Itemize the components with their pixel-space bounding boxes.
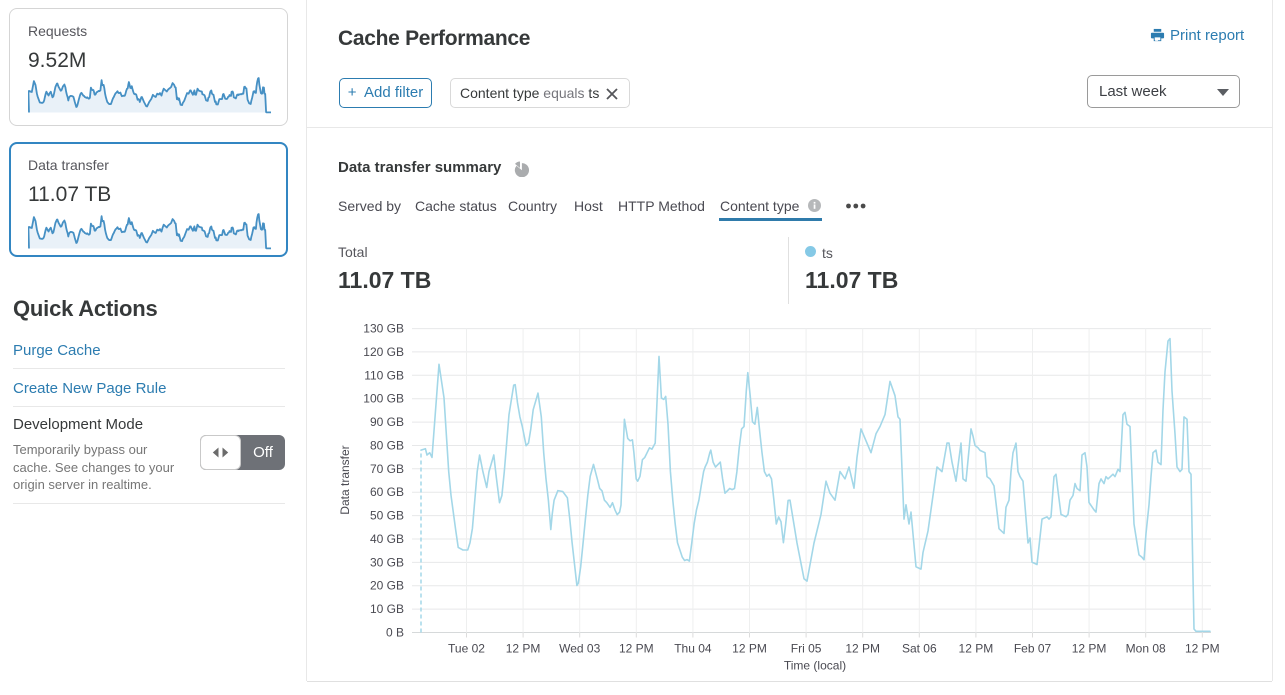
svg-text:80 GB: 80 GB <box>370 439 404 453</box>
svg-text:30 GB: 30 GB <box>370 555 404 569</box>
svg-text:Data transfer: Data transfer <box>338 445 352 514</box>
svg-text:70 GB: 70 GB <box>370 462 404 476</box>
svg-text:Sat 06: Sat 06 <box>902 642 937 656</box>
svg-text:12 PM: 12 PM <box>845 642 880 656</box>
svg-text:Tue 02: Tue 02 <box>448 642 485 656</box>
svg-text:Mon 08: Mon 08 <box>1126 642 1166 656</box>
svg-text:12 PM: 12 PM <box>619 642 654 656</box>
svg-text:0 B: 0 B <box>386 626 404 640</box>
svg-text:12 PM: 12 PM <box>959 642 994 656</box>
svg-text:Wed 03: Wed 03 <box>559 642 600 656</box>
svg-text:12 PM: 12 PM <box>732 642 767 656</box>
svg-text:60 GB: 60 GB <box>370 485 404 499</box>
svg-text:50 GB: 50 GB <box>370 509 404 523</box>
svg-text:130 GB: 130 GB <box>363 322 404 336</box>
svg-text:Feb 07: Feb 07 <box>1014 642 1052 656</box>
svg-text:20 GB: 20 GB <box>370 579 404 593</box>
svg-text:110 GB: 110 GB <box>364 368 404 382</box>
svg-text:90 GB: 90 GB <box>370 415 404 429</box>
svg-text:Time (local): Time (local) <box>784 659 846 673</box>
svg-text:10 GB: 10 GB <box>370 602 404 616</box>
svg-text:12 PM: 12 PM <box>506 642 541 656</box>
svg-text:40 GB: 40 GB <box>370 532 404 546</box>
svg-text:120 GB: 120 GB <box>363 345 404 359</box>
svg-text:Fri 05: Fri 05 <box>791 642 822 656</box>
svg-text:100 GB: 100 GB <box>363 392 404 406</box>
svg-text:12 PM: 12 PM <box>1072 642 1107 656</box>
svg-text:12 PM: 12 PM <box>1185 642 1220 656</box>
svg-text:Thu 04: Thu 04 <box>674 642 712 656</box>
